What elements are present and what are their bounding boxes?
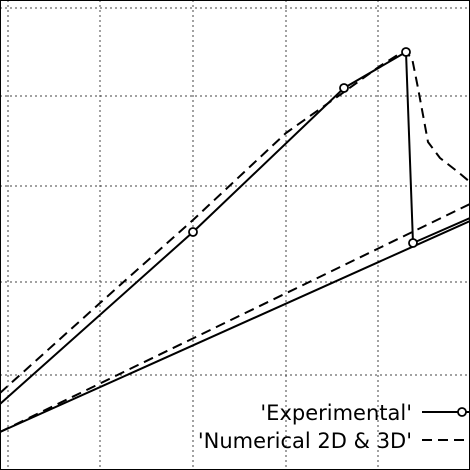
series-0-marker-1 [339, 83, 349, 93]
series-0-marker-3 [408, 238, 418, 248]
series-layer [0, 50, 470, 433]
legend: 'Experimental' 'Numerical 2D & 3D' [198, 401, 470, 453]
legend-marker-experimental [457, 407, 467, 417]
series-line-0 [0, 51, 470, 405]
markers [188, 47, 418, 248]
legend-label-experimental: 'Experimental' [260, 401, 412, 425]
series-line-2 [0, 220, 470, 433]
series-line-3 [0, 203, 470, 433]
series-0-marker-2 [401, 47, 411, 57]
legend-label-numerical: 'Numerical 2D & 3D' [198, 429, 412, 453]
series-0-marker-0 [188, 227, 198, 237]
